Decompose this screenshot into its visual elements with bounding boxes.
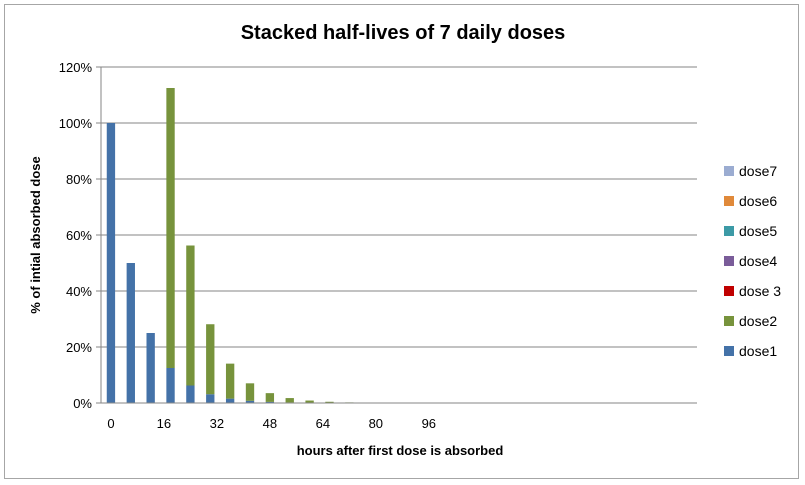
chart-frame xyxy=(4,4,799,479)
gridlines xyxy=(96,66,697,404)
x-tick-label: 64 xyxy=(316,416,330,431)
y-tick-label: 40% xyxy=(66,284,92,299)
bar-segment xyxy=(166,88,175,368)
y-tick-label: 0% xyxy=(73,396,92,411)
legend: dose7 dose6 dose5 dose4 dose 3 dose2 dose1 xyxy=(724,163,781,359)
legend-swatch xyxy=(724,196,734,206)
y-axis-title: % of intial absorbed dose xyxy=(28,156,43,313)
bar-segment xyxy=(305,400,314,403)
y-tick-label: 100% xyxy=(59,116,93,131)
x-tick-label: 0 xyxy=(107,416,114,431)
legend-swatch xyxy=(724,166,734,176)
bar-segment xyxy=(206,324,215,395)
bar-segment xyxy=(225,398,235,403)
bar-segment xyxy=(245,400,255,403)
legend-label: dose2 xyxy=(739,313,777,329)
bar-segment xyxy=(265,401,275,403)
x-tick-label: 80 xyxy=(369,416,383,431)
legend-label: dose4 xyxy=(739,253,777,269)
legend-swatch xyxy=(724,316,734,326)
y-tick-label: 20% xyxy=(66,340,92,355)
legend-label: dose5 xyxy=(739,223,777,239)
legend-label: dose 3 xyxy=(739,283,781,299)
axes xyxy=(100,67,697,404)
x-tick-label: 32 xyxy=(210,416,224,431)
legend-swatch xyxy=(724,226,734,236)
y-tick-label: 120% xyxy=(59,60,93,75)
bar-segment xyxy=(146,333,155,403)
bar-segment xyxy=(325,401,334,403)
x-tick-label: 48 xyxy=(263,416,277,431)
bar-segment xyxy=(206,394,215,403)
legend-swatch xyxy=(724,286,734,296)
legend-label: dose6 xyxy=(739,193,777,209)
bar-segment xyxy=(106,123,116,403)
bars xyxy=(106,88,433,404)
chart-title: Stacked half-lives of 7 daily doses xyxy=(241,22,566,44)
bar-segment xyxy=(186,245,195,386)
legend-label: dose1 xyxy=(739,343,777,359)
legend-swatch xyxy=(724,256,734,266)
bar-segment xyxy=(186,385,195,403)
x-axis-title: hours after first dose is absorbed xyxy=(297,443,504,458)
x-tick-labels: 0 16 32 48 64 80 96 xyxy=(107,416,436,431)
legend-label: dose7 xyxy=(739,163,777,179)
bar-segment xyxy=(285,398,294,403)
bar-segment xyxy=(166,368,175,403)
y-tick-label: 60% xyxy=(66,228,92,243)
bar-segment xyxy=(126,263,135,403)
x-tick-label: 16 xyxy=(157,416,171,431)
bar-segment xyxy=(245,383,255,401)
legend-swatch xyxy=(724,346,734,356)
x-tick-label: 96 xyxy=(422,416,436,431)
y-tick-label: 80% xyxy=(66,172,92,187)
y-tick-labels: 0% 20% 40% 60% 80% 100% 120% xyxy=(59,60,93,411)
bar-segment xyxy=(265,393,275,402)
bar-segment xyxy=(225,363,235,399)
